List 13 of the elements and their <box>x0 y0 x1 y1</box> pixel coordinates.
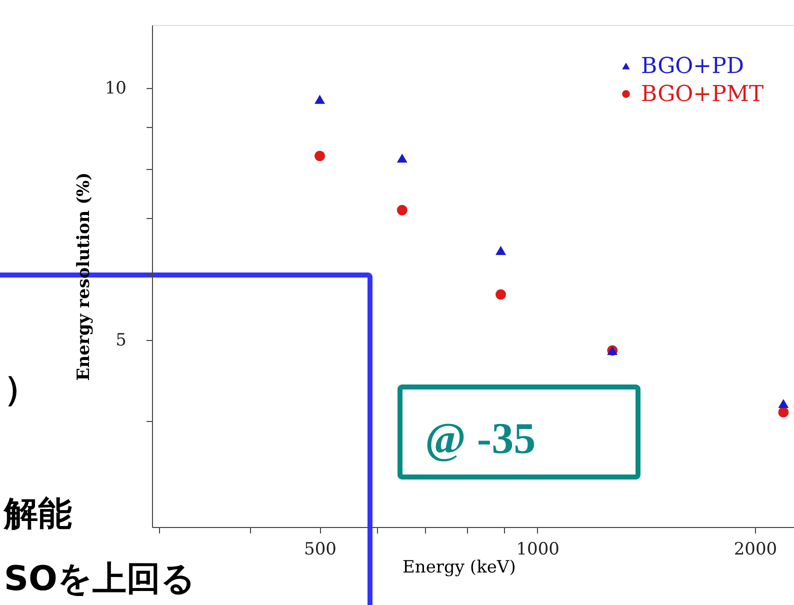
y-tick-label: 10 <box>104 78 126 99</box>
text: ） <box>4 369 38 409</box>
x-tick-label: 2000 <box>734 540 778 560</box>
x-tick-label: 500 <box>304 540 336 560</box>
legend-label: BGO+PMT <box>641 82 764 107</box>
x-axis-title: Energy (keV) <box>402 558 516 578</box>
text: 解能 <box>3 494 72 534</box>
annotation: @ -35 <box>425 414 536 463</box>
y-tick-label: 5 <box>116 330 126 351</box>
legend-label: BGO+PD <box>641 54 744 79</box>
text: SOを上回る <box>4 559 196 599</box>
y-axis-title: Energy resolution (%) <box>74 172 94 381</box>
x-tick-label: 1000 <box>516 540 560 560</box>
